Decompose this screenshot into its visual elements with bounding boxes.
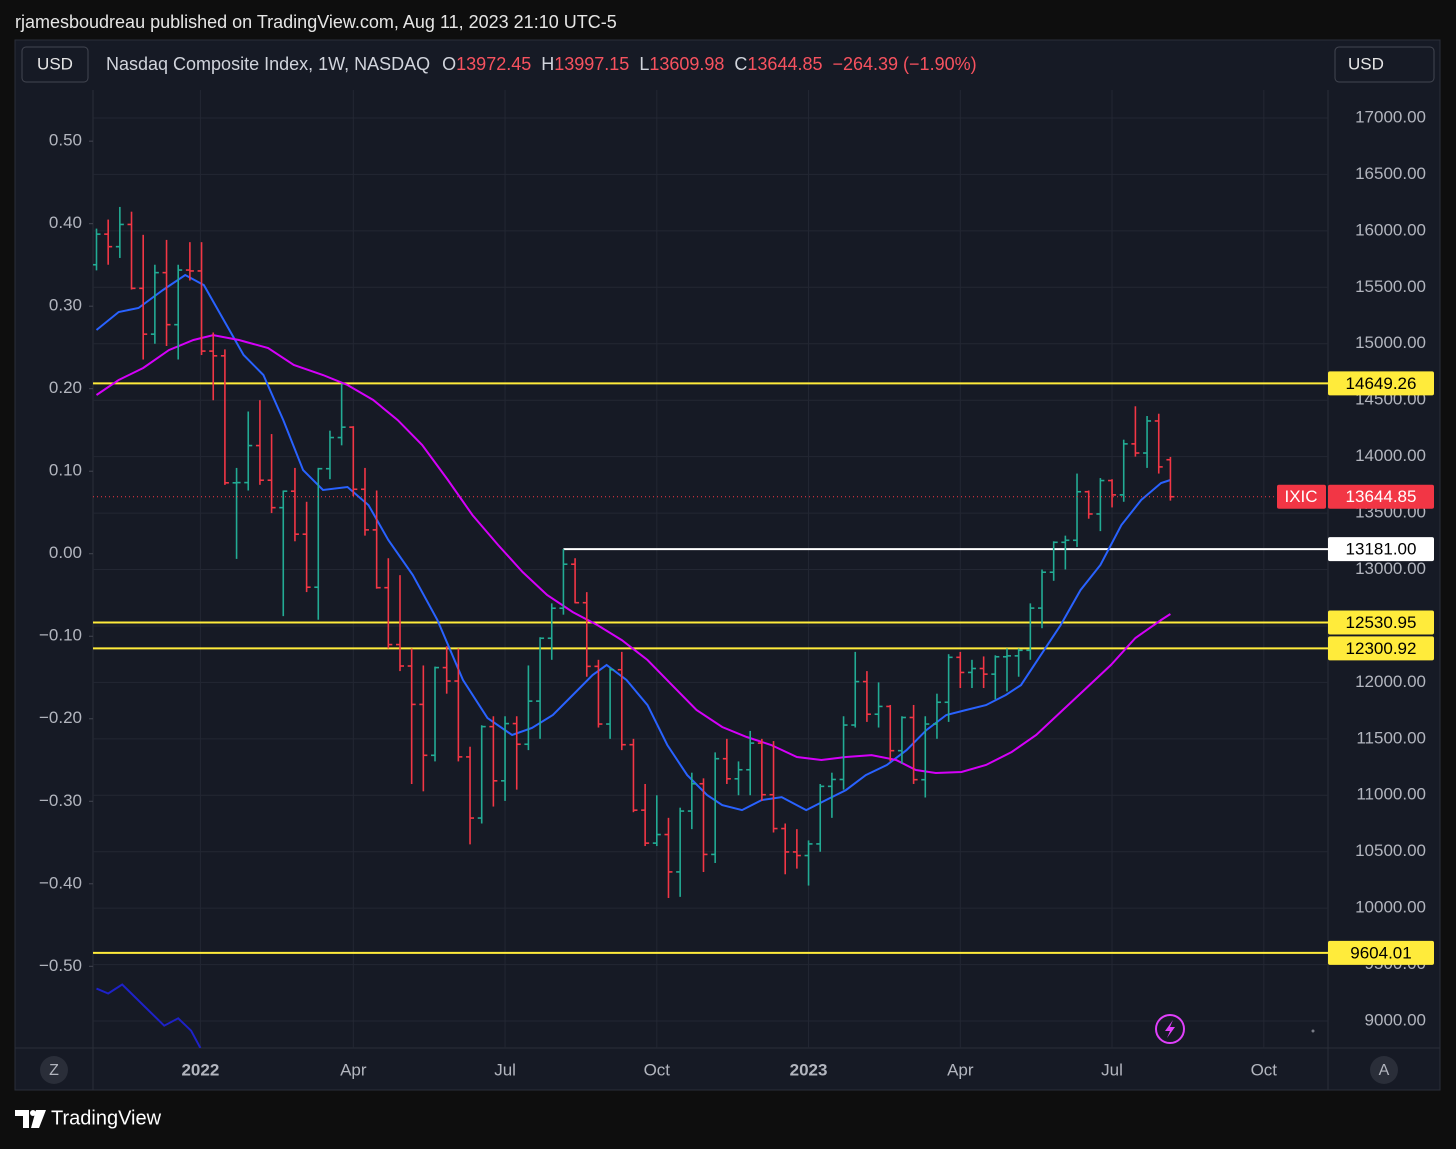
y-tick-label: 15500.00 xyxy=(1355,277,1426,296)
right-currency-button[interactable] xyxy=(1334,46,1435,83)
y2-tick-label: 0.40 xyxy=(49,213,82,232)
brand: TradingView xyxy=(51,1107,162,1129)
auto-label[interactable]: A xyxy=(1379,1062,1390,1079)
grid xyxy=(93,90,1328,1048)
close-label: C xyxy=(734,54,747,74)
y-tick-label: 9000.00 xyxy=(1365,1011,1426,1030)
close-value: 13644.85 xyxy=(747,54,822,74)
high-label: H xyxy=(541,54,554,74)
right-currency[interactable]: USD xyxy=(1348,54,1384,73)
x-tick-label: 2022 xyxy=(181,1060,219,1079)
last-price-label: 13644.85 xyxy=(1346,487,1417,506)
level-label: 14649.26 xyxy=(1346,374,1417,393)
y-tick-label: 17000.00 xyxy=(1355,107,1426,126)
y2-tick-label: 0.10 xyxy=(49,461,82,480)
level-label: 13181.00 xyxy=(1346,540,1417,559)
y-tick-label: 16000.00 xyxy=(1355,220,1426,239)
x-tick-label: Apr xyxy=(947,1060,974,1079)
chart-panel xyxy=(14,39,1441,1091)
zoom-button[interactable] xyxy=(40,1056,68,1084)
x-tick-label: Jul xyxy=(1101,1060,1123,1079)
currency-button[interactable] xyxy=(21,46,89,83)
open-label: O xyxy=(442,54,456,74)
level-label-box xyxy=(1328,371,1434,396)
price-labels: 14649.26 13181.00 12530.95 12300.92 9604.01 I… xyxy=(1277,371,1434,965)
x-tick-label: Apr xyxy=(340,1060,367,1079)
low-value: 13609.98 xyxy=(649,54,724,74)
y2-tick-label: −0.20 xyxy=(39,708,82,727)
y2-tick-label: −0.50 xyxy=(39,956,82,975)
x-tick-label: Oct xyxy=(644,1060,671,1079)
level-label: 9604.01 xyxy=(1350,943,1411,962)
zoom-label[interactable]: Z xyxy=(49,1062,59,1079)
level-label: 12300.92 xyxy=(1346,639,1417,658)
currency[interactable]: USD xyxy=(37,54,73,73)
level-label: 12530.95 xyxy=(1346,613,1417,632)
low-label: L xyxy=(639,54,649,74)
y-tick-label: 13000.00 xyxy=(1355,559,1426,578)
y-tick-label: 10000.00 xyxy=(1355,898,1426,917)
last-price-box xyxy=(1328,484,1434,509)
y2-tick-label: −0.40 xyxy=(39,873,82,892)
x-tick-label: Jul xyxy=(494,1060,516,1079)
line-series xyxy=(95,273,1171,812)
symbol-title: Nasdaq Composite Index, 1W, NASDAQ xyxy=(106,54,430,74)
x-tick-label: 2023 xyxy=(790,1060,828,1079)
y2-tick-label: 0.50 xyxy=(49,131,82,150)
line-series xyxy=(96,983,202,1048)
axes: 2022 Apr Jul Oct 2023 Apr Jul Oct 17000.00 16500.… xyxy=(39,107,1426,1079)
symbol-label: IXIC xyxy=(1284,487,1317,506)
plot xyxy=(93,206,1328,1048)
y-tick-label: 12000.00 xyxy=(1355,672,1426,691)
publisher: rjamesboudreau published on TradingView.… xyxy=(15,12,617,32)
alert-bolt xyxy=(1165,1020,1175,1038)
y2-tick-label: 0.00 xyxy=(49,543,82,562)
dot xyxy=(1311,1029,1315,1033)
auto-button[interactable] xyxy=(1370,1056,1398,1084)
level-label-box xyxy=(1328,636,1434,661)
legend: Nasdaq Composite Index, 1W, NASDAQ O13972… xyxy=(106,54,977,74)
y-tick-label: 14000.00 xyxy=(1355,446,1426,465)
open-value: 13972.45 xyxy=(456,54,531,74)
y2-tick-label: −0.10 xyxy=(39,626,82,645)
line-series xyxy=(95,334,1171,775)
y-tick-label: 11000.00 xyxy=(1356,785,1426,804)
change: −264.39 (−1.90%) xyxy=(832,54,976,74)
level-label-box xyxy=(1328,610,1434,635)
brand-logo-dot xyxy=(30,1110,36,1116)
y-tick-label: 11500.00 xyxy=(1356,728,1426,747)
brand-logo xyxy=(15,1110,46,1128)
y-tick-label: 16500.00 xyxy=(1355,164,1426,183)
y2-tick-label: −0.30 xyxy=(39,791,82,810)
y2-tick-label: 0.30 xyxy=(49,296,82,315)
symbol-label-box xyxy=(1277,484,1326,509)
x-tick-label: Oct xyxy=(1251,1060,1278,1079)
level-label-box xyxy=(1328,940,1434,965)
y-tick-label: 15000.00 xyxy=(1355,333,1426,352)
level-label-box xyxy=(1328,537,1434,562)
high-value: 13997.15 xyxy=(554,54,629,74)
y-tick-label: 10500.00 xyxy=(1355,841,1426,860)
alert-icon[interactable] xyxy=(1155,1014,1185,1044)
y2-tick-label: 0.20 xyxy=(49,378,82,397)
